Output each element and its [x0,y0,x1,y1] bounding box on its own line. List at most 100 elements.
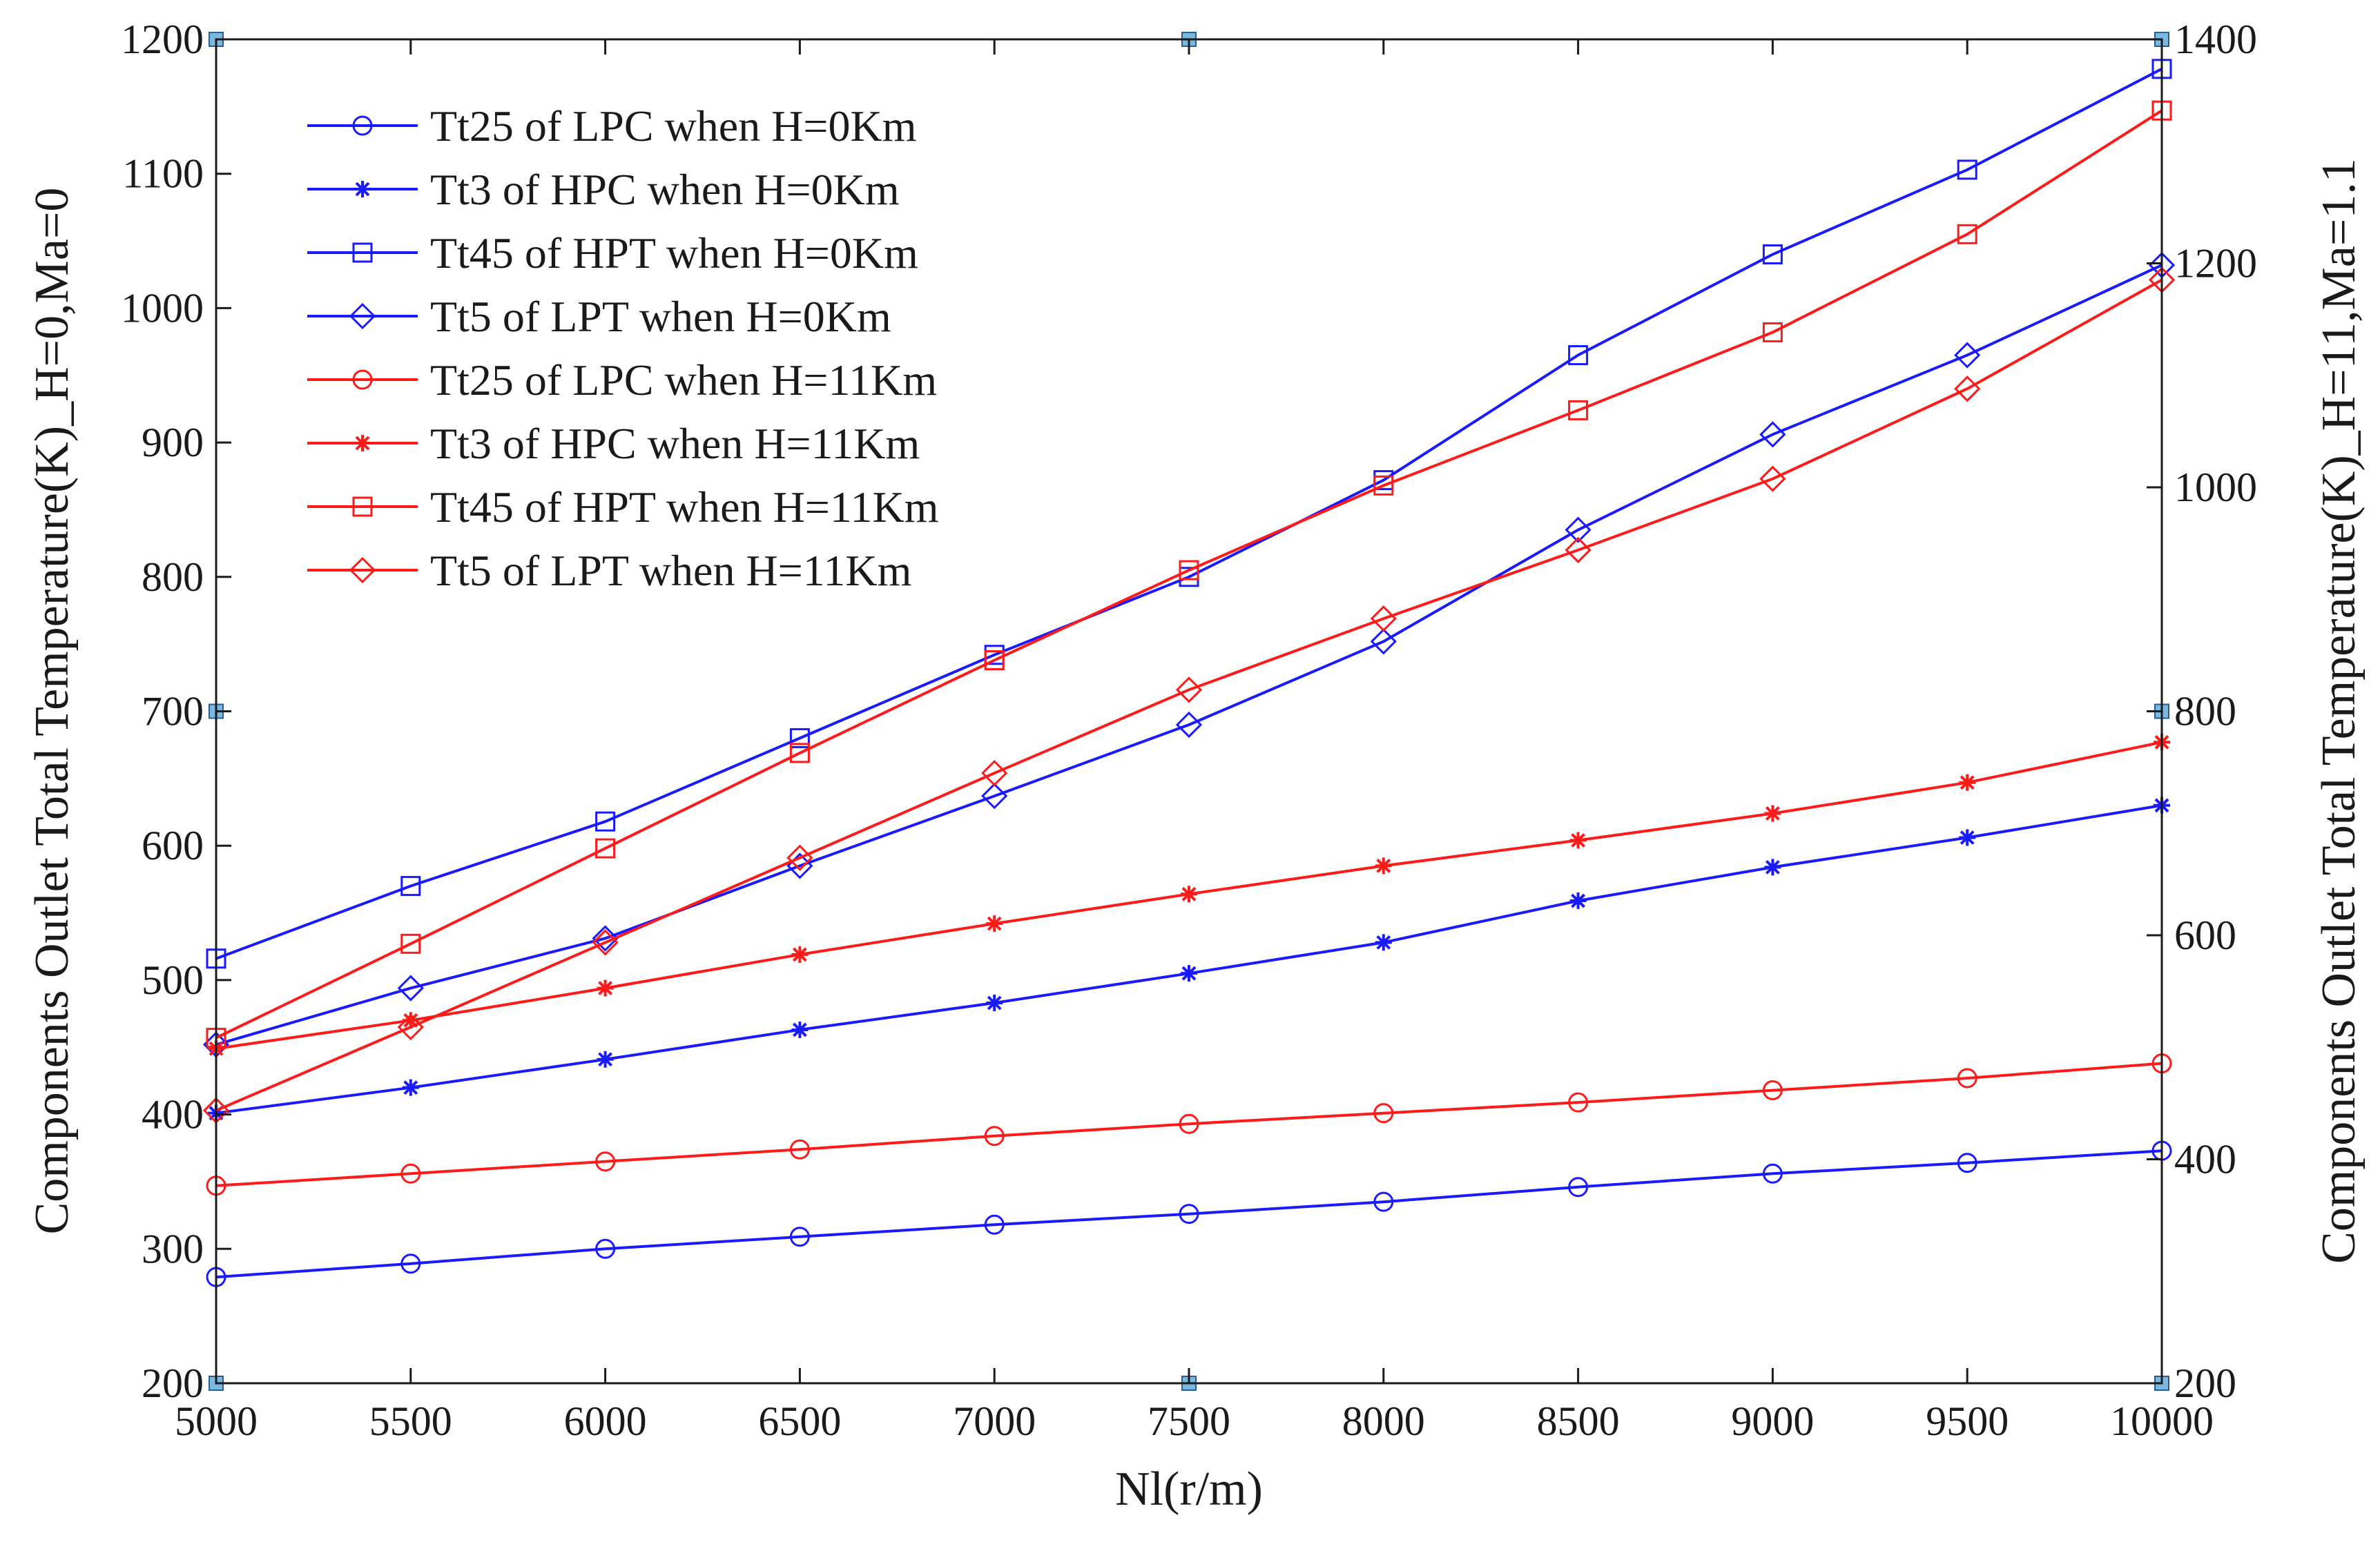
series-tt5-of-lpt-when-h-11km [202,266,2176,1124]
series-tt45-of-hpt-when-h-11km [206,100,2172,1048]
x-tick-label: 6000 [564,1398,647,1444]
legend-marker [352,496,373,517]
data-point [1954,375,1981,402]
x-tick-label: 8500 [1537,1398,1620,1444]
data-point [400,933,421,954]
data-point [981,759,1008,787]
data-point [1959,829,1976,846]
data-point [981,783,1008,810]
data-point [592,925,619,952]
data-point [595,838,616,859]
data-point [1565,516,1591,543]
data-point [595,1238,616,1259]
legend-label: Tt25 of LPC when H=0Km [430,101,917,150]
legend-marker [352,115,373,136]
y-tick-label-right: 800 [2174,689,2236,734]
legend-entry: Tt5 of LPT when H=0Km [307,292,891,341]
x-tick-label: 9000 [1731,1398,1814,1444]
series-line [215,68,2163,960]
data-point [592,929,619,956]
legend-label: Tt45 of HPT when H=0Km [430,228,918,277]
x-tick-label: 10000 [2110,1398,2214,1444]
series-line [215,278,2163,1112]
data-point [400,876,421,897]
y-tick-label-left: 300 [142,1226,204,1271]
y-axis-right-title: Components Outlet Total Temperature(K)_H… [2312,158,2366,1264]
axis-ticks: 5000 5500 6000 6500 7000 7500 8000 8500 9000 9500… [121,17,2257,1444]
data-point [397,975,424,1002]
y-tick-label-left: 1100 [122,151,204,197]
data-point [1375,857,1392,875]
data-point [1569,832,1587,849]
x-tick-label: 5000 [175,1398,258,1444]
series-line [215,264,2163,1046]
x-tick-label: 6500 [758,1398,841,1444]
data-point [1764,805,1781,822]
y-tick-label-right: 1200 [2174,241,2257,286]
data-point [1569,892,1587,910]
y-tick-label-left: 1000 [121,285,204,331]
plot-marks [202,32,2176,1391]
legend: Tt25 of LPC when H=0Km Tt3 of HPC when H=… [307,101,939,595]
data-point [789,743,810,763]
data-point [1175,711,1203,739]
data-point [986,995,1003,1011]
data-point [597,1051,614,1068]
series-line [215,109,2163,1040]
data-point [1762,1163,1783,1184]
legend-entry: Tt25 of LPC when H=0Km [307,101,917,150]
data-point [789,1139,810,1160]
data-point [595,1151,616,1172]
data-point [1179,560,1199,580]
series-tt3-of-hpc-when-h-0km [208,797,2170,1122]
legend-label: Tt3 of HPC when H=0Km [430,165,900,214]
data-point [984,1126,1005,1146]
data-point [400,1253,421,1274]
y-tick-label-left: 500 [142,957,204,1003]
data-point [402,1012,419,1029]
data-point [1957,1153,1977,1173]
data-point [1375,934,1392,951]
y-tick-label-left: 1200 [121,17,204,62]
data-point [1759,465,1786,492]
legend-marker [352,369,373,390]
data-point [1568,1092,1589,1113]
data-point [791,946,809,963]
data-point [1181,886,1197,903]
data-point [789,1227,810,1247]
data-point [1373,475,1394,496]
y-tick-label-right: 1000 [2174,465,2257,510]
data-point [1179,1113,1199,1134]
data-point [986,915,1003,933]
legend-marker [354,435,371,451]
series-line [215,1149,2163,1279]
data-point [1959,774,1976,791]
data-point [984,1214,1005,1235]
data-point [1957,159,1977,180]
legend-marker [354,181,371,197]
data-point [1957,1068,1977,1089]
x-tick-label: 7000 [953,1398,1036,1444]
data-point [1181,965,1197,982]
data-point [786,844,813,871]
data-point [1568,400,1589,420]
x-tick-label: 9500 [1926,1398,2009,1444]
x-tick-label: 5500 [369,1398,452,1444]
data-point [1175,676,1203,703]
data-point [1762,244,1783,265]
data-point [1764,859,1781,876]
y-tick-label-left: 200 [142,1360,204,1406]
data-point [1759,421,1786,448]
y-tick-label-right: 200 [2174,1360,2236,1406]
legend-label: Tt5 of LPT when H=0Km [430,292,891,341]
data-point [1762,1080,1783,1101]
data-point [1954,342,1981,369]
y-tick-label-right: 600 [2174,912,2236,958]
y-tick-label-left: 800 [142,554,204,600]
legend-entry: Tt45 of HPT when H=0Km [307,228,918,277]
data-point [1370,628,1397,655]
data-point [595,811,616,832]
data-point [400,1163,421,1184]
